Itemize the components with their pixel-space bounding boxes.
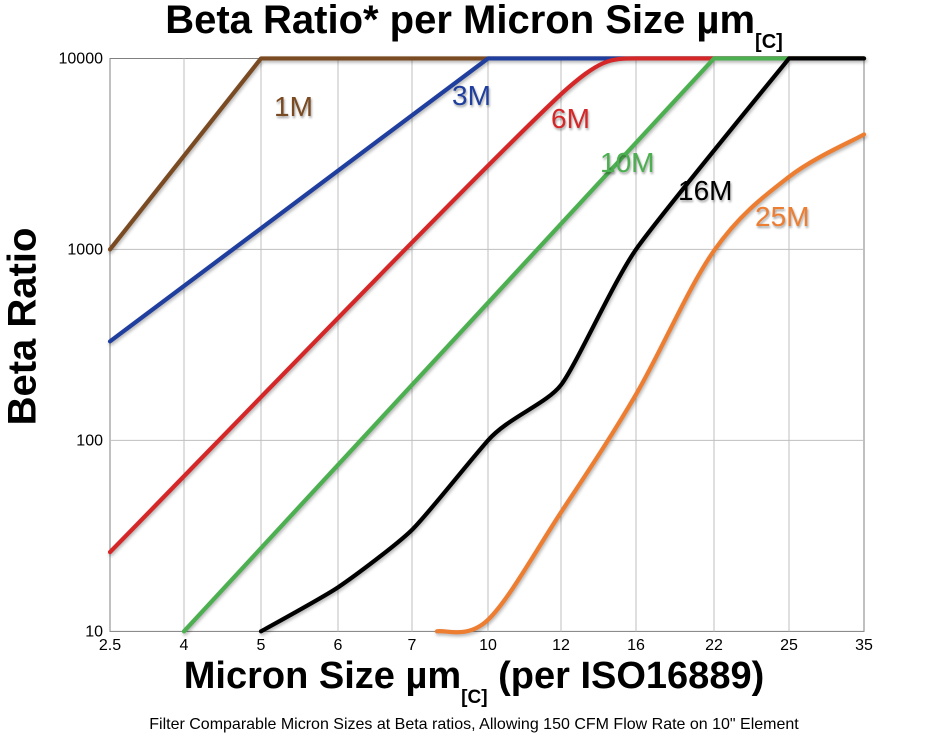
svg-text:7: 7 xyxy=(408,637,417,654)
svg-text:1000: 1000 xyxy=(67,241,103,258)
svg-text:25M: 25M xyxy=(755,201,809,232)
svg-text:6M: 6M xyxy=(551,103,590,134)
svg-text:35: 35 xyxy=(855,637,873,654)
svg-text:16: 16 xyxy=(627,637,645,654)
svg-text:5: 5 xyxy=(257,637,266,654)
svg-text:10: 10 xyxy=(479,637,497,654)
svg-text:1M: 1M xyxy=(274,91,313,122)
svg-text:12: 12 xyxy=(552,637,570,654)
svg-text:25: 25 xyxy=(780,637,798,654)
svg-text:10000: 10000 xyxy=(59,51,104,68)
svg-text:10M: 10M xyxy=(600,147,654,178)
svg-text:2.5: 2.5 xyxy=(99,637,121,654)
svg-text:22: 22 xyxy=(705,637,723,654)
svg-text:100: 100 xyxy=(76,432,103,449)
svg-text:6: 6 xyxy=(334,637,343,654)
svg-text:3M: 3M xyxy=(452,80,491,111)
svg-text:16M: 16M xyxy=(678,175,732,206)
svg-text:4: 4 xyxy=(180,637,189,654)
